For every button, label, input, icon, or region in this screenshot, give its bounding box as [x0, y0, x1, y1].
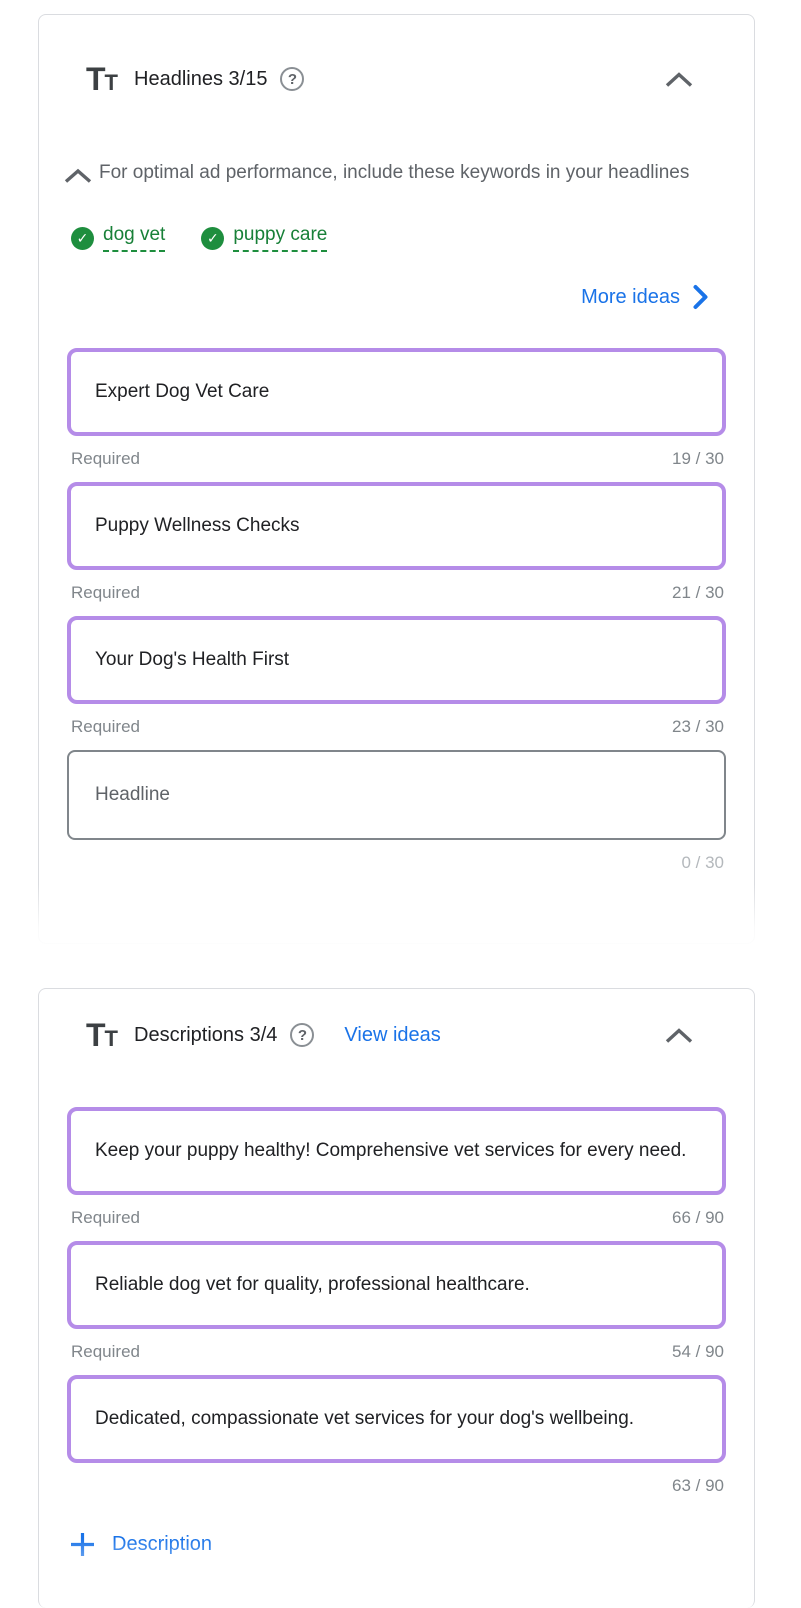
description-input-2[interactable]: Reliable dog vet for quality, profession…	[67, 1241, 726, 1329]
collapse-headlines-button[interactable]	[664, 71, 694, 88]
keyword-chip-dog-vet[interactable]: ✓ dog vet	[71, 224, 166, 252]
chevron-up-icon	[664, 1027, 694, 1044]
keyword-label: puppy care	[233, 224, 328, 252]
more-ideas-link[interactable]: More ideas	[581, 285, 680, 308]
char-counter: 66 / 90	[672, 1208, 724, 1227]
descriptions-title: Descriptions 3/4	[134, 1023, 278, 1046]
required-label: Required	[71, 1208, 140, 1227]
headline-input-2[interactable]: Puppy Wellness Checks	[67, 482, 726, 570]
collapse-descriptions-button[interactable]	[664, 1027, 694, 1044]
add-description-button[interactable]: Description	[69, 1531, 726, 1558]
plus-icon	[69, 1531, 96, 1558]
keyword-tip-text: For optimal ad performance, include thes…	[99, 162, 690, 183]
descriptions-count: 3/4	[249, 1023, 278, 1046]
chevron-up-icon	[63, 168, 93, 184]
chevron-right-icon[interactable]	[692, 284, 709, 310]
required-label: Required	[71, 449, 140, 468]
headline-fields: Expert Dog Vet Care Required 19 / 30 Pup…	[39, 348, 754, 874]
more-ideas-row: More ideas	[39, 284, 709, 310]
help-icon[interactable]: ?	[280, 67, 305, 91]
headline-input-1[interactable]: Expert Dog Vet Care	[67, 348, 726, 436]
char-counter: 54 / 90	[672, 1342, 724, 1361]
description-input-1[interactable]: Keep your puppy healthy! Comprehensive v…	[67, 1107, 726, 1195]
char-counter: 63 / 90	[672, 1476, 724, 1495]
add-description-label: Description	[112, 1533, 213, 1555]
required-label: Required	[71, 717, 140, 736]
description-input-3[interactable]: Dedicated, compassionate vet services fo…	[67, 1375, 726, 1463]
description-fields: Keep your puppy healthy! Comprehensive v…	[39, 1107, 754, 1497]
headlines-count: 3/15	[228, 67, 268, 90]
check-circle-icon: ✓	[71, 226, 94, 250]
chevron-up-icon	[664, 71, 694, 88]
keyword-chip-puppy-care[interactable]: ✓ puppy care	[201, 224, 328, 252]
placeholder-text: Headline	[95, 784, 170, 805]
keyword-label: dog vet	[103, 224, 166, 252]
char-counter: 23 / 30	[672, 717, 724, 736]
collapse-tip-button[interactable]	[63, 168, 93, 184]
check-circle-icon: ✓	[201, 226, 225, 250]
char-counter: 0 / 30	[681, 853, 724, 872]
char-counter: 21 / 30	[672, 583, 724, 602]
keyword-tip-section: For optimal ad performance, include thes…	[63, 151, 726, 194]
view-ideas-link[interactable]: View ideas	[344, 1023, 441, 1046]
required-label: Required	[71, 1342, 140, 1361]
keyword-chips: ✓ dog vet ✓ puppy care	[71, 224, 726, 252]
headline-input-3[interactable]: Your Dog's Health First	[67, 616, 726, 704]
help-icon[interactable]: ?	[290, 1023, 315, 1047]
headlines-title: Headlines 3/15	[134, 67, 268, 90]
headline-input-4[interactable]: Headline	[67, 750, 726, 840]
required-label: Required	[71, 583, 140, 602]
char-counter: 19 / 30	[672, 449, 724, 468]
